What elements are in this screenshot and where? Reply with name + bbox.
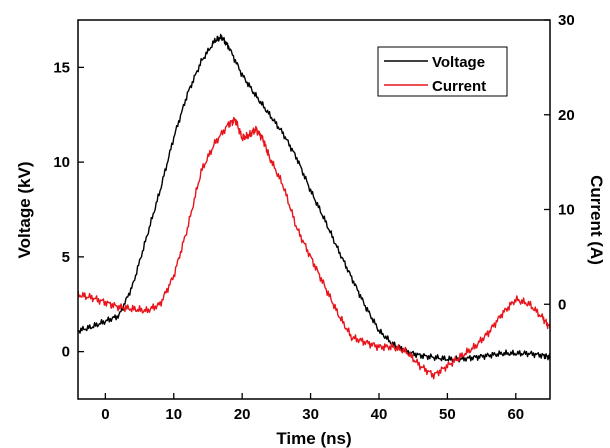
x-tick-label: 0 [101, 406, 109, 423]
y-tick-label-right: 20 [558, 107, 575, 124]
y-tick-label-right: 0 [558, 296, 566, 313]
series-line-voltage [78, 33, 551, 363]
plot-lines [77, 33, 551, 380]
legend-label-voltage: Voltage [432, 54, 485, 71]
x-tick-label: 40 [371, 406, 388, 423]
y-tick-label-right: 30 [558, 12, 575, 29]
x-tick-label: 10 [165, 406, 182, 423]
x-tick-label: 30 [302, 406, 319, 423]
legend: Voltage Current [377, 46, 508, 97]
y-axis-label-left: Voltage (kV) [15, 162, 34, 259]
y-tick-label-left: 5 [62, 249, 70, 266]
x-tick-label: 60 [507, 406, 524, 423]
x-tick-label: 20 [234, 406, 251, 423]
y-tick-label-left: 10 [53, 154, 70, 171]
y-tick-label-left: 0 [62, 344, 70, 361]
legend-label-current: Current [432, 78, 486, 95]
y-axis-label-right: Current (A) [587, 175, 606, 265]
x-tick-label: 50 [439, 406, 456, 423]
y-tick-label-right: 10 [558, 202, 575, 219]
axis-ticks: 0 10 20 30 40 50 60 0 5 10 15 0 10 20 30 [53, 12, 574, 423]
x-axis-label: Time (ns) [276, 429, 351, 448]
series-line-current [77, 116, 551, 380]
legend-box [377, 46, 508, 97]
y-tick-label-left: 15 [53, 59, 70, 76]
